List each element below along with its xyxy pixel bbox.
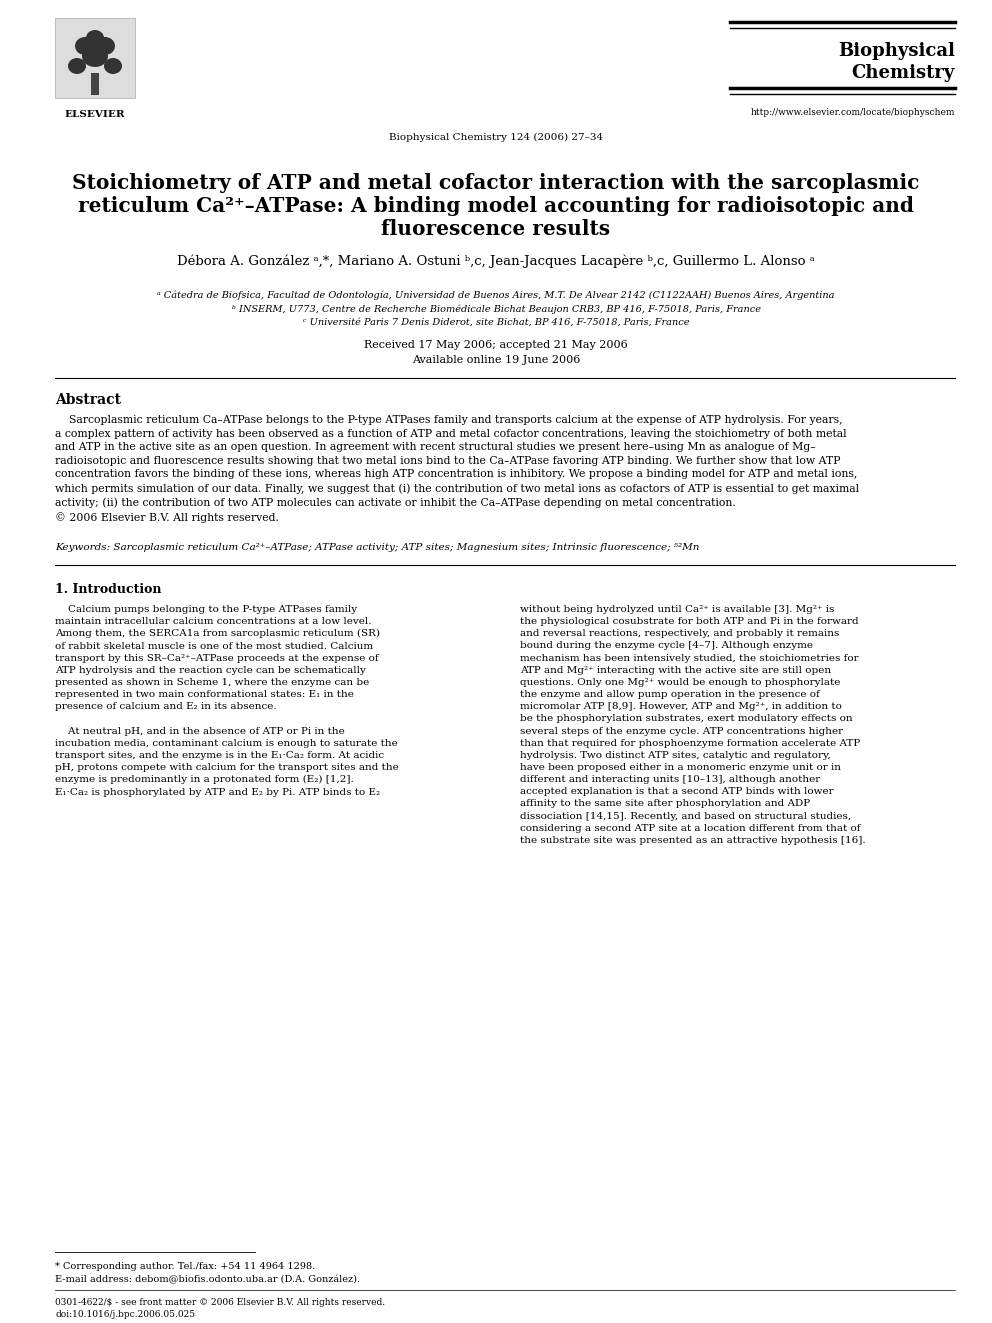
Text: ᵇ INSERM, U773, Centre de Recherche Biomédicale Bichat Beaujon CRB3, BP 416, F-7: ᵇ INSERM, U773, Centre de Recherche Biom… [231, 304, 761, 314]
Text: Débora A. González ᵃ,*, Mariano A. Ostuni ᵇ,c, Jean-Jacques Lacapère ᵇ,c, Guille: Débora A. González ᵃ,*, Mariano A. Ostun… [178, 255, 814, 269]
Text: http://www.elsevier.com/locate/biophyschem: http://www.elsevier.com/locate/biophysch… [751, 108, 955, 116]
Ellipse shape [104, 58, 122, 74]
Text: Received 17 May 2006; accepted 21 May 2006: Received 17 May 2006; accepted 21 May 20… [364, 340, 628, 351]
Text: Keywords: Sarcoplasmic reticulum Ca²⁺–ATPase; ATPase activity; ATP sites; Magnes: Keywords: Sarcoplasmic reticulum Ca²⁺–AT… [55, 542, 699, 552]
Text: ᵃ Cátedra de Biofsica, Facultad de Odontología, Universidad de Buenos Aires, M.T: ᵃ Cátedra de Biofsica, Facultad de Odont… [158, 290, 834, 299]
Text: 0301-4622/$ - see front matter © 2006 Elsevier B.V. All rights reserved.: 0301-4622/$ - see front matter © 2006 El… [55, 1298, 385, 1307]
Ellipse shape [82, 45, 108, 67]
Text: E-mail address: debom@biofis.odonto.uba.ar (D.A. González).: E-mail address: debom@biofis.odonto.uba.… [55, 1275, 360, 1285]
Text: Calcium pumps belonging to the P-type ATPases family
maintain intracellular calc: Calcium pumps belonging to the P-type AT… [55, 605, 399, 796]
Ellipse shape [86, 30, 104, 46]
Bar [55, 19, 135, 98]
Text: Available online 19 June 2006: Available online 19 June 2006 [412, 355, 580, 365]
Text: ELSEVIER: ELSEVIER [64, 110, 125, 119]
Ellipse shape [68, 58, 86, 74]
Ellipse shape [95, 37, 115, 56]
Ellipse shape [75, 37, 95, 56]
Text: Stoichiometry of ATP and metal cofactor interaction with the sarcoplasmic: Stoichiometry of ATP and metal cofactor … [72, 173, 920, 193]
Text: fluorescence results: fluorescence results [382, 220, 610, 239]
Text: Abstract: Abstract [55, 393, 121, 407]
Text: reticulum Ca²⁺–ATPase: A binding model accounting for radioisotopic and: reticulum Ca²⁺–ATPase: A binding model a… [78, 196, 914, 216]
Text: doi:10.1016/j.bpc.2006.05.025: doi:10.1016/j.bpc.2006.05.025 [55, 1310, 195, 1319]
Text: ᶜ Université Paris 7 Denis Diderot, site Bichat, BP 416, F-75018, Paris, France: ᶜ Université Paris 7 Denis Diderot, site… [303, 318, 689, 327]
Bar [91, 73, 99, 95]
Text: Biophysical Chemistry 124 (2006) 27–34: Biophysical Chemistry 124 (2006) 27–34 [389, 134, 603, 142]
Text: Biophysical
Chemistry: Biophysical Chemistry [838, 42, 955, 82]
Text: without being hydrolyzed until Ca²⁺ is available [3]. Mg²⁺ is
the physiological : without being hydrolyzed until Ca²⁺ is a… [520, 605, 866, 845]
Text: 1. Introduction: 1. Introduction [55, 583, 162, 595]
Text: Sarcoplasmic reticulum Ca–ATPase belongs to the P-type ATPases family and transp: Sarcoplasmic reticulum Ca–ATPase belongs… [55, 415, 859, 523]
Text: * Corresponding author. Tel./fax: +54 11 4964 1298.: * Corresponding author. Tel./fax: +54 11… [55, 1262, 315, 1271]
